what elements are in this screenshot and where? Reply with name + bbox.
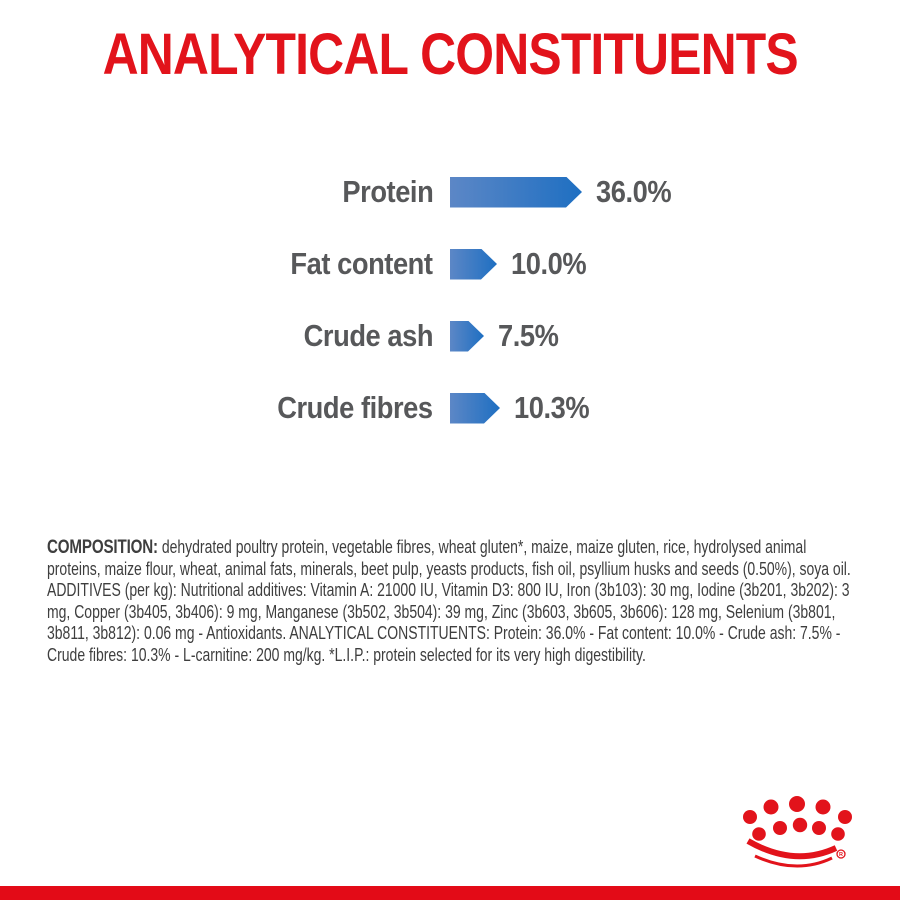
bar-value: 10.0%	[511, 246, 587, 281]
bar-value: 36.0%	[596, 174, 672, 209]
registered-trademark-icon: R	[836, 849, 846, 859]
bar-crude-fibres	[450, 393, 500, 424]
bar-protein	[450, 177, 582, 208]
page-title: ANALYTICAL CONSTITUENTS	[0, 26, 900, 84]
page-title-text: ANALYTICAL CONSTITUENTS	[102, 22, 798, 87]
bottom-red-bar	[0, 886, 900, 900]
bar-label: Crude fibres	[277, 390, 434, 425]
chart-row-fat-content: Fat content 10.0%	[0, 228, 900, 300]
bar-crude-ash	[450, 321, 484, 352]
bar-label: Protein	[342, 174, 433, 209]
bar-value: 7.5%	[498, 318, 559, 353]
royal-canin-crown-icon: R	[743, 796, 852, 868]
bar-label: Fat content	[290, 246, 434, 281]
bar-fat-content	[450, 249, 497, 280]
bar-value: 10.3%	[514, 390, 590, 425]
bar-label: Crude ash	[303, 318, 434, 353]
svg-text:R: R	[839, 852, 843, 858]
chart-row-protein: Protein 36.0%	[0, 156, 900, 228]
composition-text-block: COMPOSITION: dehydrated poultry protein,…	[47, 536, 859, 667]
chart-row-crude-fibres: Crude fibres 10.3%	[0, 372, 900, 444]
composition-body: dehydrated poultry protein, vegetable fi…	[47, 537, 851, 665]
composition-label: COMPOSITION:	[47, 536, 158, 558]
analytical-constituents-chart: Protein 36.0% Fat content 10.0% Crude as…	[0, 156, 900, 444]
chart-row-crude-ash: Crude ash 7.5%	[0, 300, 900, 372]
